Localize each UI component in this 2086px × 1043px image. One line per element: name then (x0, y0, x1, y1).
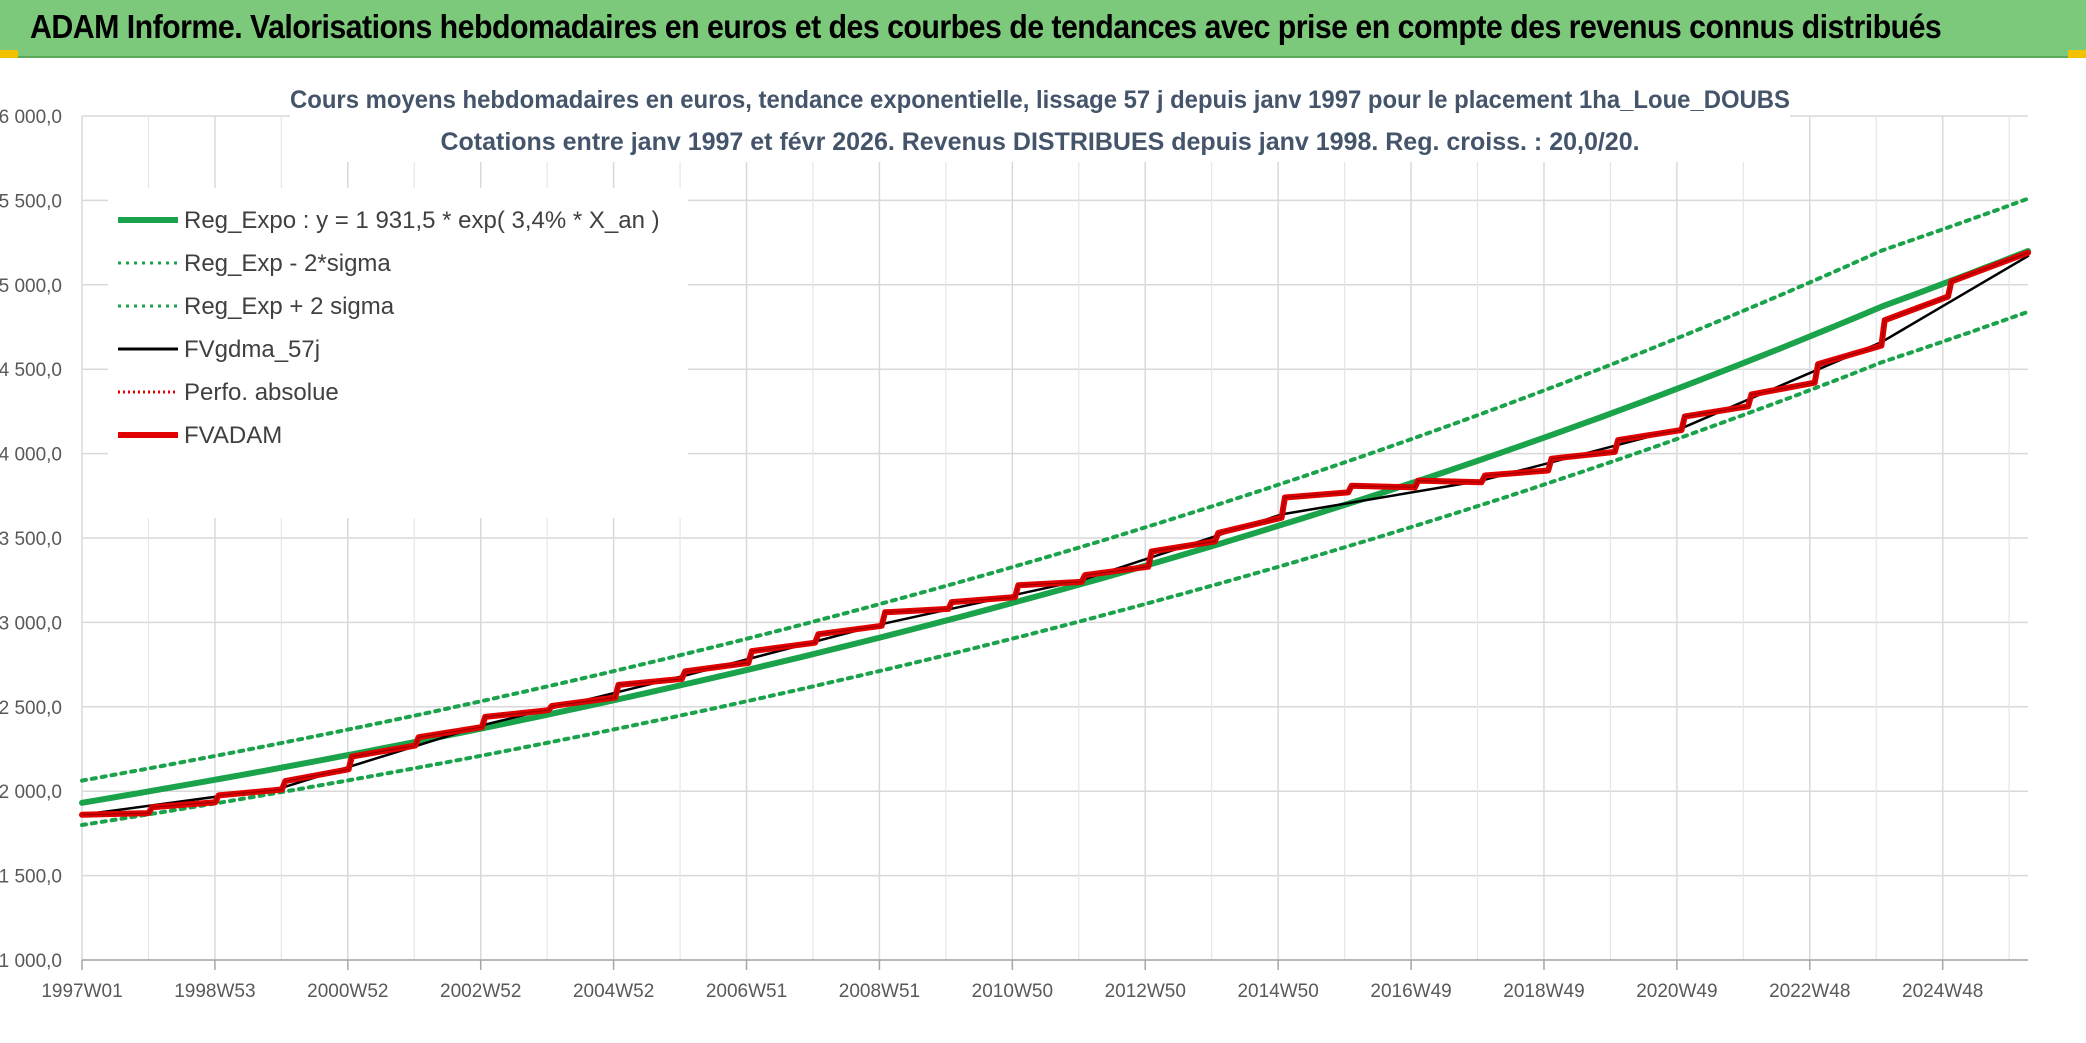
legend-label: Reg_Exp + 2 sigma (184, 293, 395, 320)
y-tick-label: 4 000,0 (0, 445, 62, 466)
y-tick-label: 2 500,0 (0, 698, 62, 719)
x-tick-label: 2012W50 (1105, 981, 1186, 1002)
legend-label: Reg_Expo : y = 1 931,5 * exp( 3,4% * X_a… (184, 207, 660, 234)
chart-titles: Cours moyens hebdomadaires en euros, ten… (290, 86, 1790, 156)
x-tick-label: 2002W52 (440, 981, 521, 1002)
legend-background (108, 188, 688, 518)
x-tick-label: 1997W01 (41, 981, 122, 1002)
chart-legend: Reg_Expo : y = 1 931,5 * exp( 3,4% * X_a… (108, 188, 688, 518)
y-tick-label: 4 500,0 (0, 360, 62, 381)
x-tick-label: 2000W52 (307, 981, 388, 1002)
y-tick-label: 1 000,0 (0, 951, 62, 972)
x-axis: 1997W01 1998W53 2000W52 2002W52 2004W52 2006W… (41, 959, 2028, 1002)
x-tick-label: 2006W51 (706, 981, 787, 1002)
legend-label: FVADAM (184, 422, 282, 449)
x-tick-label: 2004W52 (573, 981, 654, 1002)
x-tick-label: 1998W53 (174, 981, 255, 1002)
chart-title: Cours moyens hebdomadaires en euros, ten… (290, 86, 1790, 114)
y-tick-label: 3 000,0 (0, 613, 62, 634)
y-tick-label: 5 500,0 (0, 191, 62, 212)
corner-marker-right (2068, 50, 2086, 58)
corner-marker-left (0, 50, 18, 58)
y-tick-label: 1 500,0 (0, 867, 62, 888)
x-tick-label: 2016W49 (1370, 981, 1451, 1002)
chart-subtitle: Cotations entre janv 1997 et févr 2026. … (440, 128, 1639, 156)
header-banner: ADAM Informe. Valorisations hebdomadaire… (0, 0, 2086, 58)
y-tick-label: 6 000,0 (0, 107, 62, 128)
x-tick-label: 2020W49 (1636, 981, 1717, 1002)
y-axis: 1 000,0 1 500,0 2 000,0 2 500,0 3 000,0 3 500… (0, 107, 62, 972)
legend-label: FVgdma_57j (184, 336, 320, 363)
chart-area: 1 000,0 1 500,0 2 000,0 2 500,0 3 000,0 3 500… (0, 58, 2086, 1038)
x-tick-label: 2024W48 (1902, 981, 1983, 1002)
series-line-fvadam-core (81, 252, 2029, 816)
banner-title: ADAM Informe. Valorisations hebdomadaire… (30, 8, 1942, 45)
x-tick-label: 2008W51 (839, 981, 920, 1002)
x-tick-label: 2022W48 (1769, 981, 1850, 1002)
y-tick-label: 2 000,0 (0, 782, 62, 803)
legend-label: Perfo. absolue (184, 379, 339, 406)
series-layer (79, 196, 2031, 827)
series-line-fvadam (79, 249, 2031, 818)
series-line-reg-exp-2-sigma (80, 196, 2030, 783)
x-tick-label: 2018W49 (1503, 981, 1584, 1002)
y-tick-label: 3 500,0 (0, 529, 62, 550)
trend-chart: 1 000,0 1 500,0 2 000,0 2 500,0 3 000,0 3 500… (0, 76, 2031, 1002)
title-backing (290, 76, 1790, 162)
y-tick-label: 5 000,0 (0, 276, 62, 297)
legend-label: Reg_Exp - 2*sigma (184, 250, 391, 277)
x-tick-label: 2014W50 (1237, 981, 1318, 1002)
x-tick-label: 2010W50 (972, 981, 1053, 1002)
series-line-reg-exp-2-sigma (80, 309, 2030, 827)
